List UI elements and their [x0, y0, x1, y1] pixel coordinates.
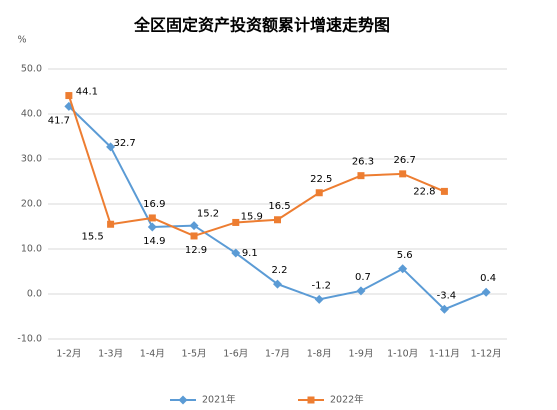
marker: [147, 222, 157, 232]
marker: [273, 279, 282, 289]
marker: [399, 170, 407, 178]
data-label: 41.7: [48, 115, 70, 126]
x-tick-label: 1-2月: [56, 349, 81, 360]
x-tick-label: 1-12月: [471, 349, 502, 360]
y-tick-label: 0.0: [27, 289, 42, 300]
data-label: -1.2: [311, 280, 331, 291]
data-label: 22.8: [413, 186, 435, 197]
x-tick-label: 1-9月: [348, 349, 373, 360]
data-label: 2.2: [272, 265, 288, 276]
marker: [190, 232, 198, 240]
y-tick-label: 50.0: [21, 64, 42, 75]
data-label: 15.9: [241, 211, 263, 222]
x-tick-label: 1-7月: [265, 349, 290, 360]
y-tick-label: 30.0: [21, 154, 42, 165]
data-label: 32.7: [113, 138, 135, 149]
marker: [65, 92, 73, 100]
data-label: 5.6: [397, 250, 413, 261]
marker: [356, 286, 366, 296]
y-axis-label: %: [17, 35, 26, 46]
data-label: 0.4: [480, 273, 496, 284]
data-label: -3.4: [437, 290, 457, 301]
data-label: 44.1: [76, 87, 98, 98]
x-tick-label: 1-5月: [182, 349, 207, 360]
data-label: 0.7: [355, 272, 371, 283]
x-tick-label: 1-10月: [387, 349, 418, 360]
data-label: 22.5: [310, 174, 332, 185]
marker: [232, 218, 240, 226]
x-tick-label: 1-3月: [98, 349, 123, 360]
marker: [307, 396, 315, 404]
y-tick-label: 40.0: [21, 109, 42, 120]
series-line: [67, 95, 445, 238]
marker: [231, 248, 241, 258]
marker: [189, 221, 199, 231]
legend-label: 2021年: [202, 394, 236, 406]
data-label: 26.3: [352, 157, 374, 168]
data-label: 14.9: [143, 236, 165, 247]
x-tick-label: 1-11月: [429, 349, 460, 360]
marker: [148, 214, 156, 222]
data-label: 9.1: [242, 248, 258, 259]
data-label: 26.7: [394, 155, 416, 166]
y-tick-label: 10.0: [21, 244, 42, 255]
marker: [107, 220, 115, 228]
y-tick-label: 20.0: [21, 199, 42, 210]
marker: [315, 189, 323, 197]
marker: [106, 142, 116, 152]
marker: [440, 187, 448, 195]
marker: [274, 216, 281, 224]
marker: [357, 172, 365, 180]
legend-label: 2022年: [330, 394, 364, 406]
marker: [439, 304, 449, 314]
chart-title: 全区固定资产投资额累计增速走势图: [133, 16, 390, 35]
marker: [398, 264, 408, 274]
y-tick-label: -10.0: [17, 334, 42, 345]
data-label: 15.5: [81, 231, 103, 242]
marker: [481, 287, 491, 297]
data-label: 15.2: [197, 209, 219, 220]
marker: [314, 294, 324, 304]
x-tick-label: 1-4月: [140, 349, 165, 360]
data-label: 16.5: [268, 201, 290, 212]
x-tick-label: 1-6月: [223, 349, 248, 360]
marker: [178, 395, 188, 405]
data-label: 16.9: [143, 199, 165, 210]
data-label: 12.9: [185, 245, 207, 256]
x-tick-label: 1-8月: [307, 349, 332, 360]
